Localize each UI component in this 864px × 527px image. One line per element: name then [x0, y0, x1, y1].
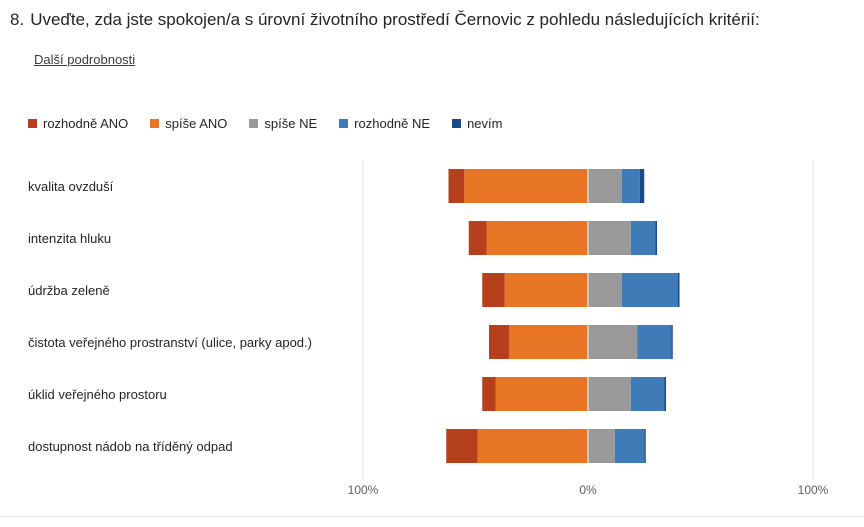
bar-rozhodne-ano-2[interactable] [482, 273, 505, 307]
bar-nevim-1[interactable] [656, 221, 658, 255]
bar-nevim-3[interactable] [671, 325, 673, 359]
bar-rozhodne-ano-0[interactable] [449, 169, 465, 203]
bar-nevim-5[interactable] [644, 429, 646, 463]
category-label-1: intenzita hluku [28, 231, 111, 246]
x-tick-label-2: 100% [798, 483, 829, 497]
bar-spise-ano-5[interactable] [478, 429, 588, 463]
bar-spise-ne-1[interactable] [588, 221, 631, 255]
bar-rozhodne-ne-0[interactable] [622, 169, 640, 203]
bar-rozhodne-ano-4[interactable] [482, 377, 496, 411]
category-label-3: čistota veřejného prostranství (ulice, p… [28, 335, 312, 350]
bar-rozhodne-ano-3[interactable] [489, 325, 509, 359]
bar-rozhodne-ne-2[interactable] [622, 273, 678, 307]
bar-nevim-4[interactable] [665, 377, 667, 411]
category-label-4: úklid veřejného prostoru [28, 387, 167, 402]
bar-nevim-2[interactable] [678, 273, 680, 307]
bar-rozhodne-ne-5[interactable] [615, 429, 644, 463]
bottom-divider [0, 516, 864, 517]
bar-rozhodne-ne-1[interactable] [631, 221, 656, 255]
bar-spise-ne-0[interactable] [588, 169, 622, 203]
x-tick-label-1: 0% [579, 483, 597, 497]
bar-rozhodne-ano-1[interactable] [469, 221, 487, 255]
bar-nevim-0[interactable] [640, 169, 645, 203]
x-tick-label-0: 100% [348, 483, 379, 497]
category-label-0: kvalita ovzduší [28, 179, 114, 194]
category-label-2: údržba zeleně [28, 283, 110, 298]
bar-spise-ano-4[interactable] [496, 377, 588, 411]
bar-spise-ano-0[interactable] [464, 169, 588, 203]
bar-spise-ano-1[interactable] [487, 221, 588, 255]
bar-spise-ne-2[interactable] [588, 273, 622, 307]
bar-spise-ne-3[interactable] [588, 325, 638, 359]
bar-rozhodne-ne-3[interactable] [638, 325, 672, 359]
bar-spise-ano-2[interactable] [505, 273, 588, 307]
bar-rozhodne-ne-4[interactable] [631, 377, 665, 411]
bar-spise-ne-5[interactable] [588, 429, 615, 463]
bar-spise-ano-3[interactable] [509, 325, 588, 359]
bar-spise-ne-4[interactable] [588, 377, 631, 411]
category-label-5: dostupnost nádob na tříděný odpad [28, 439, 233, 454]
bar-rozhodne-ano-5[interactable] [446, 429, 478, 463]
diverging-bar-chart: 100% 0% 100% kvalita ovzduší intenzita hluku… [0, 0, 864, 516]
